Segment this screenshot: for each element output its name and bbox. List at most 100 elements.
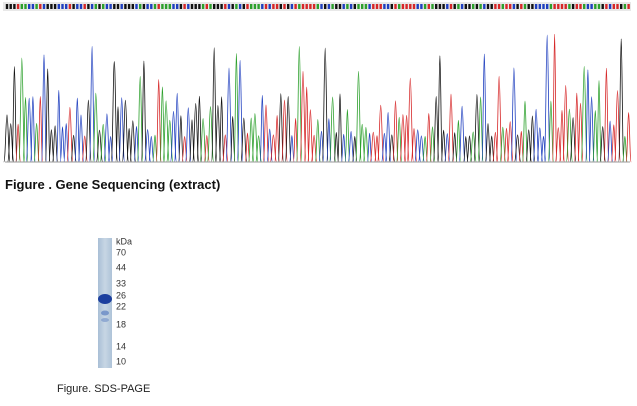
peak xyxy=(206,106,215,163)
base-glyph xyxy=(205,4,208,9)
peak xyxy=(155,79,162,163)
peak xyxy=(392,100,399,163)
peak xyxy=(74,97,81,163)
base-glyph xyxy=(423,4,427,9)
peak xyxy=(203,135,210,163)
peak xyxy=(603,67,610,163)
peak xyxy=(406,77,414,163)
base-glyph xyxy=(312,4,316,9)
base-glyph xyxy=(512,4,516,9)
base-glyph xyxy=(102,4,105,9)
base-glyph xyxy=(250,4,253,9)
base-glyph xyxy=(9,4,12,9)
base-glyph xyxy=(216,4,220,9)
base-glyph xyxy=(375,4,379,9)
base-glyph xyxy=(527,4,530,9)
peak xyxy=(444,133,451,163)
base-glyph xyxy=(442,4,445,9)
base-glyph xyxy=(179,4,183,9)
base-glyph xyxy=(261,4,264,9)
peak xyxy=(451,132,458,163)
base-glyph xyxy=(257,4,260,9)
base-glyph xyxy=(568,4,571,9)
base-glyph xyxy=(546,4,549,9)
base-glyph xyxy=(224,4,227,9)
base-glyph xyxy=(142,4,146,9)
peak xyxy=(236,60,244,163)
minor-band xyxy=(101,318,109,322)
peak xyxy=(495,75,503,163)
base-glyph xyxy=(68,4,72,9)
peak xyxy=(259,94,266,163)
peak xyxy=(355,70,362,163)
base-glyph xyxy=(520,4,523,9)
peak xyxy=(440,129,447,163)
peak xyxy=(37,96,44,163)
base-glyph xyxy=(353,4,356,9)
base-glyph xyxy=(213,4,216,9)
peak xyxy=(388,134,396,163)
base-glyph xyxy=(146,4,149,9)
peak xyxy=(52,125,59,163)
unit-label: kDa xyxy=(116,236,132,246)
base-glyph xyxy=(401,4,405,9)
base-glyph xyxy=(50,4,53,9)
peak xyxy=(103,113,111,163)
base-glyph xyxy=(235,4,238,9)
peak xyxy=(466,135,473,163)
base-glyph xyxy=(383,4,386,9)
base-glyph xyxy=(139,4,142,9)
base-glyph xyxy=(612,4,615,9)
base-glyph xyxy=(172,4,175,9)
base-glyph xyxy=(183,4,186,9)
base-glyph xyxy=(398,4,401,9)
base-glyph xyxy=(420,4,423,9)
peak xyxy=(596,80,602,163)
base-glyph xyxy=(620,4,623,9)
peak xyxy=(362,126,369,163)
base-glyph xyxy=(390,4,393,9)
base-glyph xyxy=(227,4,231,9)
base-glyph xyxy=(109,4,112,9)
marker-label: 18 xyxy=(116,319,126,329)
peak xyxy=(340,133,347,163)
peak xyxy=(344,109,351,163)
peak xyxy=(425,112,432,163)
base-glyph xyxy=(324,4,327,9)
base-glyph xyxy=(290,4,294,9)
base-glyph xyxy=(301,4,305,9)
base-glyph xyxy=(361,4,364,9)
base-glyph xyxy=(42,4,46,9)
peak xyxy=(469,131,477,163)
base-glyph xyxy=(53,4,57,9)
base-glyph xyxy=(253,4,257,9)
peak xyxy=(44,68,51,163)
peak xyxy=(540,135,547,163)
base-glyph xyxy=(438,4,442,9)
peak xyxy=(262,104,270,163)
base-glyph xyxy=(283,4,286,9)
base-glyph xyxy=(542,4,545,9)
base-glyph xyxy=(531,4,534,9)
base-glyph xyxy=(5,4,9,9)
base-glyph xyxy=(298,4,301,9)
peak xyxy=(484,123,492,163)
base-glyph xyxy=(113,4,116,9)
base-glyph xyxy=(597,4,601,9)
base-glyph xyxy=(523,4,527,9)
peak xyxy=(30,96,36,163)
base-glyph xyxy=(357,4,360,9)
base-glyph xyxy=(379,4,382,9)
marker-label: 44 xyxy=(116,262,126,272)
peak xyxy=(543,34,551,163)
peak xyxy=(59,126,66,163)
peak xyxy=(222,134,229,163)
base-glyph xyxy=(198,4,201,9)
base-glyph xyxy=(176,4,179,9)
base-glyph xyxy=(31,4,35,9)
base-glyph xyxy=(468,4,471,9)
base-glyph xyxy=(327,4,331,9)
base-glyph xyxy=(61,4,64,9)
peak xyxy=(329,96,337,163)
